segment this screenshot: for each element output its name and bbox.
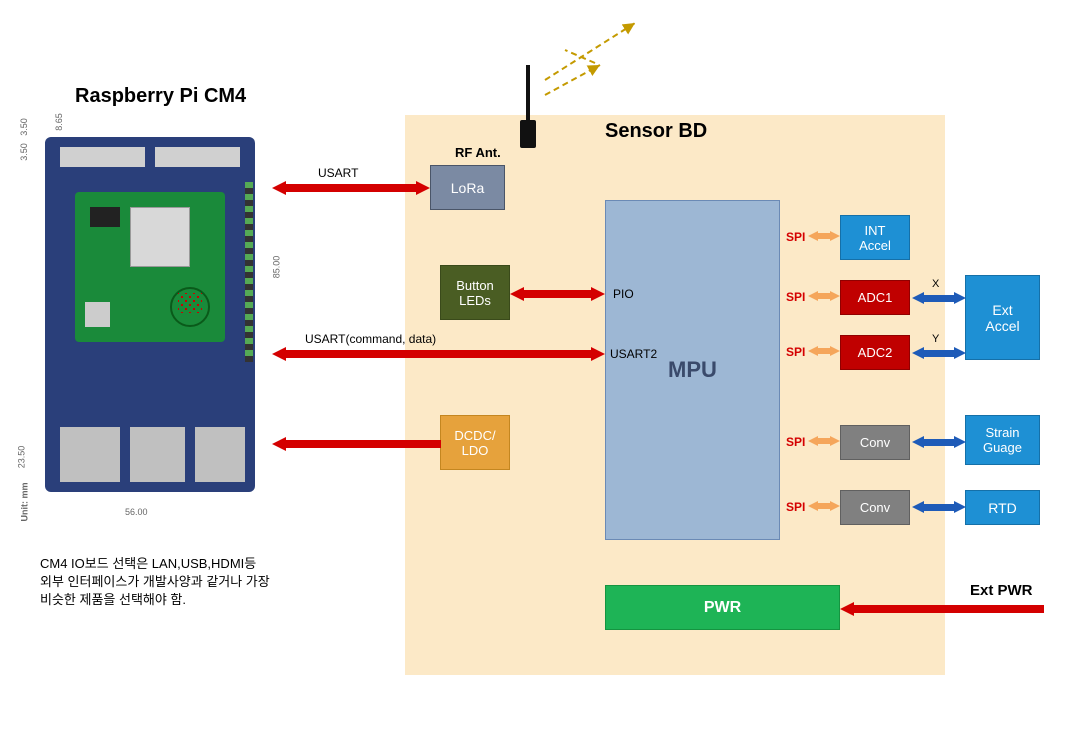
dim-label: 85.00: [271, 256, 281, 279]
ext-pwr-label: Ext PWR: [970, 582, 1033, 599]
lora-block: LoRa: [430, 165, 505, 210]
button-leds-block: Button LEDs: [440, 265, 510, 320]
red-arrow-usart: [272, 181, 430, 195]
red-arrow-ext-pwr: [840, 602, 1044, 616]
spi-label-2: SPI: [786, 290, 805, 304]
spi-label-4: SPI: [786, 435, 805, 449]
cm4-title: Raspberry Pi CM4: [75, 85, 246, 108]
usart-label: USART: [318, 166, 358, 180]
strain-block: Strain Guage: [965, 415, 1040, 465]
conv1-block: Conv: [840, 425, 910, 460]
adc2-block: ADC2: [840, 335, 910, 370]
pwr-block: PWR: [605, 585, 840, 630]
usart-cmd-label: USART(command, data): [305, 332, 436, 346]
orange-arrow-5: [808, 501, 840, 511]
cm4-board-image: 3.50 3.50 8.65 85.00 56.00 23.50 Unit: m…: [35, 132, 270, 392]
blue-arrow-strain: [912, 436, 966, 448]
x-label: X: [932, 278, 939, 290]
antenna-icon: [520, 65, 536, 148]
rtd-block: RTD: [965, 490, 1040, 525]
note-text: CM4 IO보드 선택은 LAN,USB,HDMI등 외부 인터페이스가 개발사…: [40, 555, 320, 610]
orange-arrow-2: [808, 291, 840, 301]
blue-arrow-y: [912, 347, 966, 359]
spi-label-1: SPI: [786, 230, 805, 244]
orange-arrow-1: [808, 231, 840, 241]
ext-accel-block: Ext Accel: [965, 275, 1040, 360]
usart2-label: USART2: [610, 347, 657, 361]
spi-label-3: SPI: [786, 345, 805, 359]
dim-label: 56.00: [125, 507, 148, 517]
int-accel-block: INT Accel: [840, 215, 910, 260]
red-arrow-usart2: [272, 347, 605, 361]
spi-label-5: SPI: [786, 500, 805, 514]
dim-label: 8.65: [54, 113, 64, 131]
dim-label: 23.50: [16, 446, 26, 469]
sensor-bd-title: Sensor BD: [605, 120, 707, 143]
red-arrow-dcdc: [272, 437, 441, 451]
dim-unit: Unit: mm: [20, 483, 30, 522]
pio-label: PIO: [613, 287, 634, 301]
dim-label: 3.50: [19, 118, 29, 136]
adc1-block: ADC1: [840, 280, 910, 315]
red-arrow-pio: [510, 287, 605, 301]
dim-label: 3.50: [19, 143, 29, 161]
rf-ant-label: RF Ant.: [455, 145, 501, 160]
blue-arrow-rtd: [912, 501, 966, 513]
orange-arrow-3: [808, 346, 840, 356]
orange-arrow-4: [808, 436, 840, 446]
y-label: Y: [932, 333, 939, 345]
conv2-block: Conv: [840, 490, 910, 525]
mpu-block: MPU: [605, 200, 780, 540]
blue-arrow-x: [912, 292, 966, 304]
dcdc-block: DCDC/ LDO: [440, 415, 510, 470]
